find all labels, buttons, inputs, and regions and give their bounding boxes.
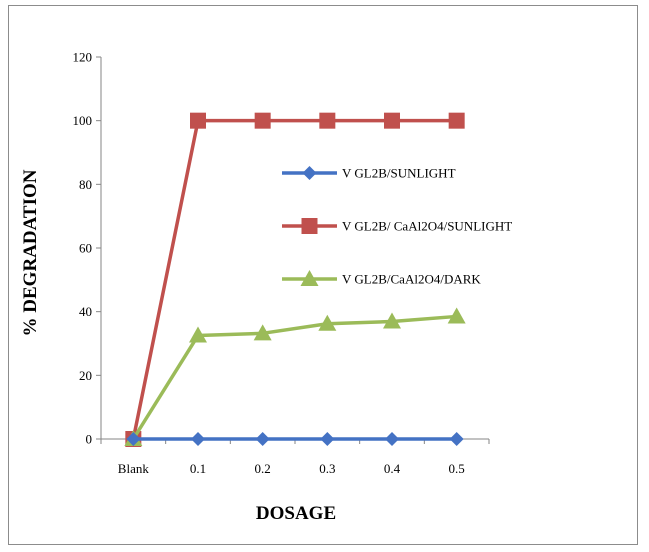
y-tick-label: 120	[73, 50, 93, 65]
x-tick-label: 0.1	[190, 461, 206, 476]
series-line	[131, 118, 457, 440]
x-tick-label: 0.4	[384, 461, 401, 476]
legend-label: V GL2B/SUNLIGHT	[342, 166, 456, 181]
x-tick-label: Blank	[118, 461, 150, 476]
data-point	[319, 112, 336, 129]
data-point	[318, 314, 337, 331]
legend-marker	[301, 218, 318, 234]
data-point	[255, 432, 270, 446]
data-point	[384, 112, 400, 129]
x-tick-label: 0.5	[449, 461, 465, 476]
y-tick-label: 60	[79, 241, 92, 256]
y-tick-label: 40	[79, 304, 92, 319]
x-axis-title: DOSAGE	[256, 503, 336, 524]
data-point	[253, 324, 272, 341]
data-point	[254, 112, 271, 129]
series-diamond	[126, 432, 464, 446]
legend-marker	[300, 270, 319, 286]
legend: V GL2B/SUNLIGHT V GL2B/ CaAl2O4/SUNLIGHT V…	[282, 166, 512, 287]
data-point	[447, 307, 466, 324]
y-axis-title: % DEGRADATION	[20, 169, 41, 336]
chart-frame	[8, 5, 638, 545]
y-tick-label: 80	[79, 177, 92, 192]
data-point	[189, 326, 207, 343]
y-axis: 0 20 40 60 80 100 120	[73, 50, 102, 447]
y-tick-label: 0	[86, 432, 93, 447]
series-line	[131, 314, 457, 440]
data-point	[449, 432, 464, 446]
legend-marker	[302, 166, 317, 180]
y-tick-label: 100	[73, 113, 93, 128]
legend-label: V GL2B/CaAl2O4/DARK	[342, 272, 481, 287]
data-point	[191, 432, 205, 446]
data-point	[448, 112, 465, 129]
legend-label: V GL2B/ CaAl2O4/SUNLIGHT	[342, 219, 512, 234]
data-point	[126, 432, 141, 446]
data-point	[320, 432, 335, 446]
data-point	[190, 112, 206, 129]
x-tick-label: 0.3	[319, 461, 335, 476]
data-point	[383, 312, 401, 329]
y-tick-label: 20	[79, 368, 92, 383]
x-tick-label: 0.2	[255, 461, 271, 476]
data-point	[385, 432, 399, 446]
series-layer	[124, 112, 466, 447]
series-triangle	[124, 307, 466, 446]
x-axis: Blank 0.1 0.2 0.3 0.4 0.5	[100, 438, 490, 476]
